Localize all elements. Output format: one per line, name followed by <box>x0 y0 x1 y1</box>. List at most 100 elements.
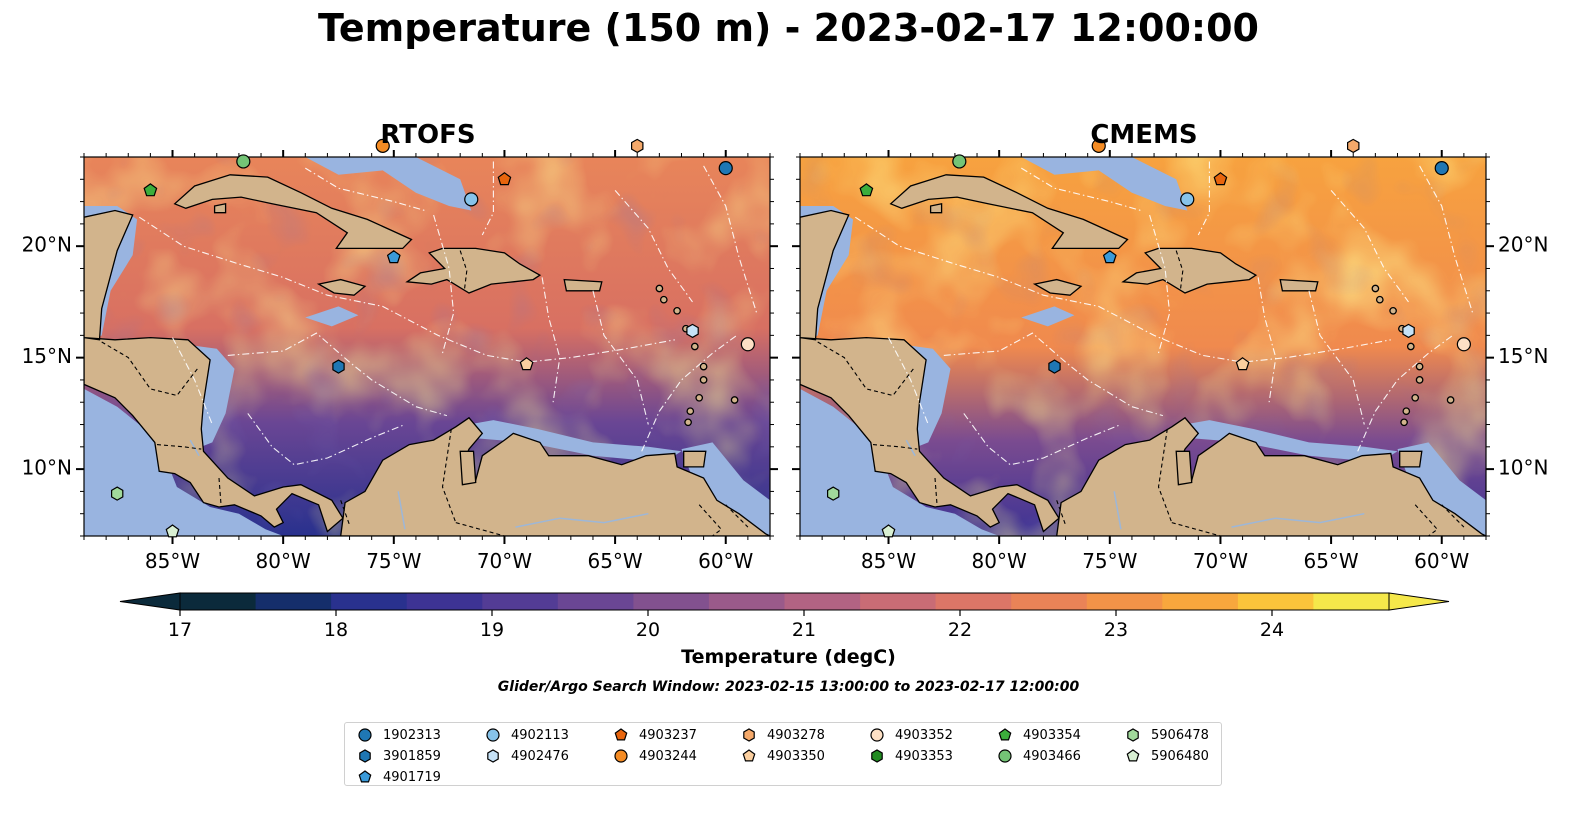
lat-tick-label: 15°N <box>22 344 72 368</box>
float-marker-4903237 <box>1213 172 1228 186</box>
antilles-island <box>655 284 664 293</box>
legend-label: 4903278 <box>767 727 825 743</box>
float-marker-4903350 <box>1235 357 1250 371</box>
country-border <box>872 444 918 450</box>
colorbar-tick-label: 18 <box>324 619 348 641</box>
eez-boundary <box>481 161 494 236</box>
lon-tick-label: 60°W <box>1414 549 1469 573</box>
float-legend: 1902313 3901859 4901719 4902113 4902476 49032… <box>344 722 1222 786</box>
country-border <box>934 477 938 508</box>
land-trinidad <box>1399 450 1423 468</box>
colorbar-segment <box>255 593 332 610</box>
shelf-pacific <box>84 388 284 536</box>
float-marker-1902313 <box>718 161 733 176</box>
colorbar-segment <box>633 593 710 610</box>
legend-item-4903244: 4903244 <box>611 746 697 766</box>
lon-tick-label: 85°W <box>861 549 916 573</box>
float-marker-1902313 <box>1434 161 1449 176</box>
circle-marker-icon <box>870 728 884 742</box>
colorbar-label: Temperature (degC) <box>681 646 896 668</box>
country-border <box>156 444 202 450</box>
land-south-america <box>340 416 770 536</box>
antilles-island <box>1411 393 1420 402</box>
legend-label: 5906480 <box>1151 748 1209 764</box>
map-frame <box>83 156 771 537</box>
hexagon-marker-icon <box>743 728 755 742</box>
rtofs-map-panel: 85°W 80°W 75°W 70°W 65°W 60°W 10°N 15°N 20°N <box>22 138 778 573</box>
country-border <box>698 504 723 536</box>
legend-label: 4903244 <box>639 748 697 764</box>
legend-item-4903352: 4903352 <box>867 725 953 745</box>
eez-boundary <box>854 216 1391 363</box>
float-marker-5906478 <box>111 486 124 501</box>
colorbar-tick-label: 24 <box>1260 619 1284 641</box>
eez-boundary <box>1308 290 1365 425</box>
antilles-island <box>1415 362 1424 371</box>
land-cuba <box>889 174 1129 250</box>
country-border <box>725 504 749 528</box>
figure-title: Temperature (150 m) - 2023-02-17 12:00:0… <box>317 6 1259 50</box>
eez-boundary <box>247 413 406 466</box>
hexagon-marker-icon <box>487 749 499 763</box>
country-border <box>340 500 351 526</box>
lon-tick-label: 85°W <box>145 549 200 573</box>
colorbar-tick-label: 19 <box>480 619 504 641</box>
eez-boundary <box>1257 277 1277 403</box>
eez-boundary <box>305 167 425 212</box>
colorbar-segment <box>784 593 861 610</box>
legend-label: 4903237 <box>639 727 697 743</box>
circle-marker-icon <box>614 749 628 763</box>
antilles-island <box>659 295 668 304</box>
eez-boundary <box>963 413 1122 466</box>
eez-boundary <box>641 334 738 452</box>
colorbar-segment <box>1162 593 1239 610</box>
lon-tick-label: 65°W <box>587 549 642 573</box>
country-border <box>101 341 200 397</box>
colorbar-segment <box>557 593 634 610</box>
float-marker-4903354 <box>143 183 158 197</box>
legend-label: 4902476 <box>511 748 569 764</box>
colorbar-segment <box>860 593 937 610</box>
colorbar-segment <box>482 593 559 610</box>
legend-label: 4903352 <box>895 727 953 743</box>
country-border <box>1056 500 1067 526</box>
country-border <box>817 341 916 397</box>
land-puerto-rico <box>1279 278 1319 292</box>
float-marker-4901719 <box>1102 250 1117 264</box>
land-hispaniola <box>1121 247 1258 294</box>
legend-item-4903466: 4903466 <box>995 746 1081 766</box>
eez-boundary <box>227 332 448 417</box>
eez-boundary <box>592 290 649 425</box>
legend-item-1902313: 1902313 <box>355 725 441 745</box>
land-central-america <box>84 209 344 533</box>
float-marker-5906480 <box>165 524 180 538</box>
float-marker-4902113 <box>1180 192 1195 207</box>
eez-boundary <box>1149 214 1171 354</box>
eez-boundary <box>1357 334 1454 452</box>
circle-marker-icon <box>486 728 500 742</box>
colorbar-tick-label: 22 <box>948 619 972 641</box>
colorbar-extend-high <box>1388 592 1450 611</box>
colorbar-outline <box>179 592 1390 611</box>
lon-tick-label: 75°W <box>366 549 421 573</box>
colorbar-segment <box>331 593 408 610</box>
shelf-jamaica <box>1021 306 1075 327</box>
country-border <box>1441 504 1465 528</box>
lon-tick-label: 60°W <box>698 549 753 573</box>
float-marker-4902476 <box>1402 323 1415 339</box>
legend-label: 3901859 <box>383 748 441 764</box>
colorbar-tick-label: 23 <box>1104 619 1128 641</box>
pentagon-marker-icon <box>614 728 628 741</box>
legend-item-4902476: 4902476 <box>483 746 569 766</box>
colorbar-segment <box>180 593 257 610</box>
antilles-island <box>1400 418 1408 427</box>
antilles-island <box>690 342 699 351</box>
shelf-venezuela <box>1171 420 1398 463</box>
hexagon-marker-icon <box>359 749 371 763</box>
antilles-island <box>673 306 681 315</box>
eez-boundary <box>541 277 561 403</box>
shelf-jamaica <box>305 306 359 327</box>
colorbar: 17 18 19 20 21 22 23 24 <box>119 592 1450 641</box>
float-marker-4903237 <box>497 172 512 186</box>
antilles-island <box>1415 376 1424 384</box>
